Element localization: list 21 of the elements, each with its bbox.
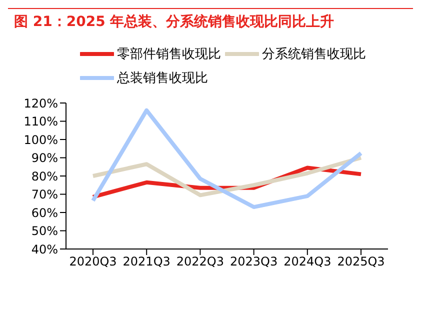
x-tick-label: 2022Q3 <box>176 254 224 269</box>
x-tick-label: 2023Q3 <box>230 254 278 269</box>
legend-label: 零部件销售收现比 <box>117 46 221 63</box>
x-tick-label: 2024Q3 <box>284 254 332 269</box>
line-series <box>91 108 363 210</box>
legend-label: 总装销售收现比 <box>117 70 208 87</box>
y-tick-label: 110% <box>24 114 58 129</box>
x-tick-label: 2021Q3 <box>122 254 170 269</box>
y-tick-label: 100% <box>24 132 58 147</box>
y-tick-label: 120% <box>24 96 58 110</box>
y-tick-label: 40% <box>31 242 58 256</box>
y-tick-label: 70% <box>31 188 58 202</box>
x-tick-label: 2025Q3 <box>337 254 385 269</box>
chart-title: 图 21：2025 年总装、分系统销售收现比同比上升 <box>8 8 413 31</box>
x-tick-label: 2020Q3 <box>69 254 117 269</box>
y-tick-label: 80% <box>31 169 58 184</box>
legend-label: 分系统销售收现比 <box>262 46 366 63</box>
y-tick-label: 90% <box>31 151 58 166</box>
y-tick-label: 50% <box>31 224 58 238</box>
line-series <box>91 156 363 198</box>
y-tick-label: 60% <box>31 206 58 220</box>
